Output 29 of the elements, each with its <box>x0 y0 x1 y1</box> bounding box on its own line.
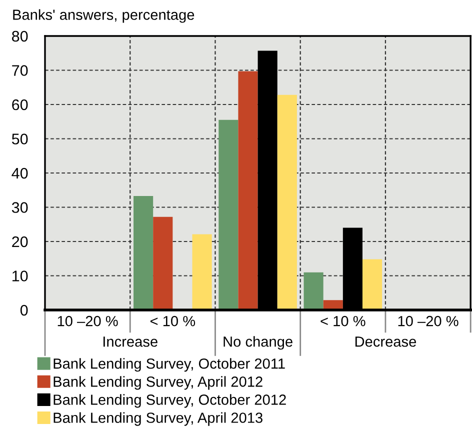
legend-label: Bank Lending Survey, October 2012 <box>54 394 286 408</box>
text: Increase <box>104 336 158 347</box>
x-tick-label: 10 –20 % <box>398 316 458 326</box>
y-tick-label: 80 <box>12 30 28 42</box>
x-tick-label: 10 –20 % <box>58 316 118 326</box>
bar <box>134 196 154 310</box>
y-tick-label: 70 <box>12 65 28 76</box>
y-tick-label: 60 <box>12 99 28 110</box>
bar <box>238 71 258 310</box>
legend-label: Bank Lending Survey, April 2013 <box>54 412 262 426</box>
bar <box>192 234 212 310</box>
text: Decrease <box>355 336 416 347</box>
y-tick-label: 0 <box>20 304 28 316</box>
x-tick-label: < 10 % <box>320 316 366 326</box>
legend-label: Bank Lending Survey, April 2012 <box>54 376 262 390</box>
bar <box>218 120 238 310</box>
y-axis-title: Banks' answers, percentage <box>13 9 194 23</box>
x-tick-label: < 10 % <box>150 316 196 326</box>
y-tick-label: 30 <box>12 202 28 213</box>
bar <box>304 272 324 310</box>
bar <box>153 216 173 310</box>
legend-label: Bank Lending Survey, October 2011 <box>54 358 285 372</box>
bar <box>277 94 297 310</box>
y-tick-label: 40 <box>12 168 28 179</box>
x-tick-label: No change <box>224 336 292 350</box>
y-tick-label: 20 <box>12 236 28 248</box>
y-tick-label: 10 <box>12 270 28 282</box>
bar <box>362 259 382 310</box>
y-tick-label: 50 <box>12 134 28 144</box>
